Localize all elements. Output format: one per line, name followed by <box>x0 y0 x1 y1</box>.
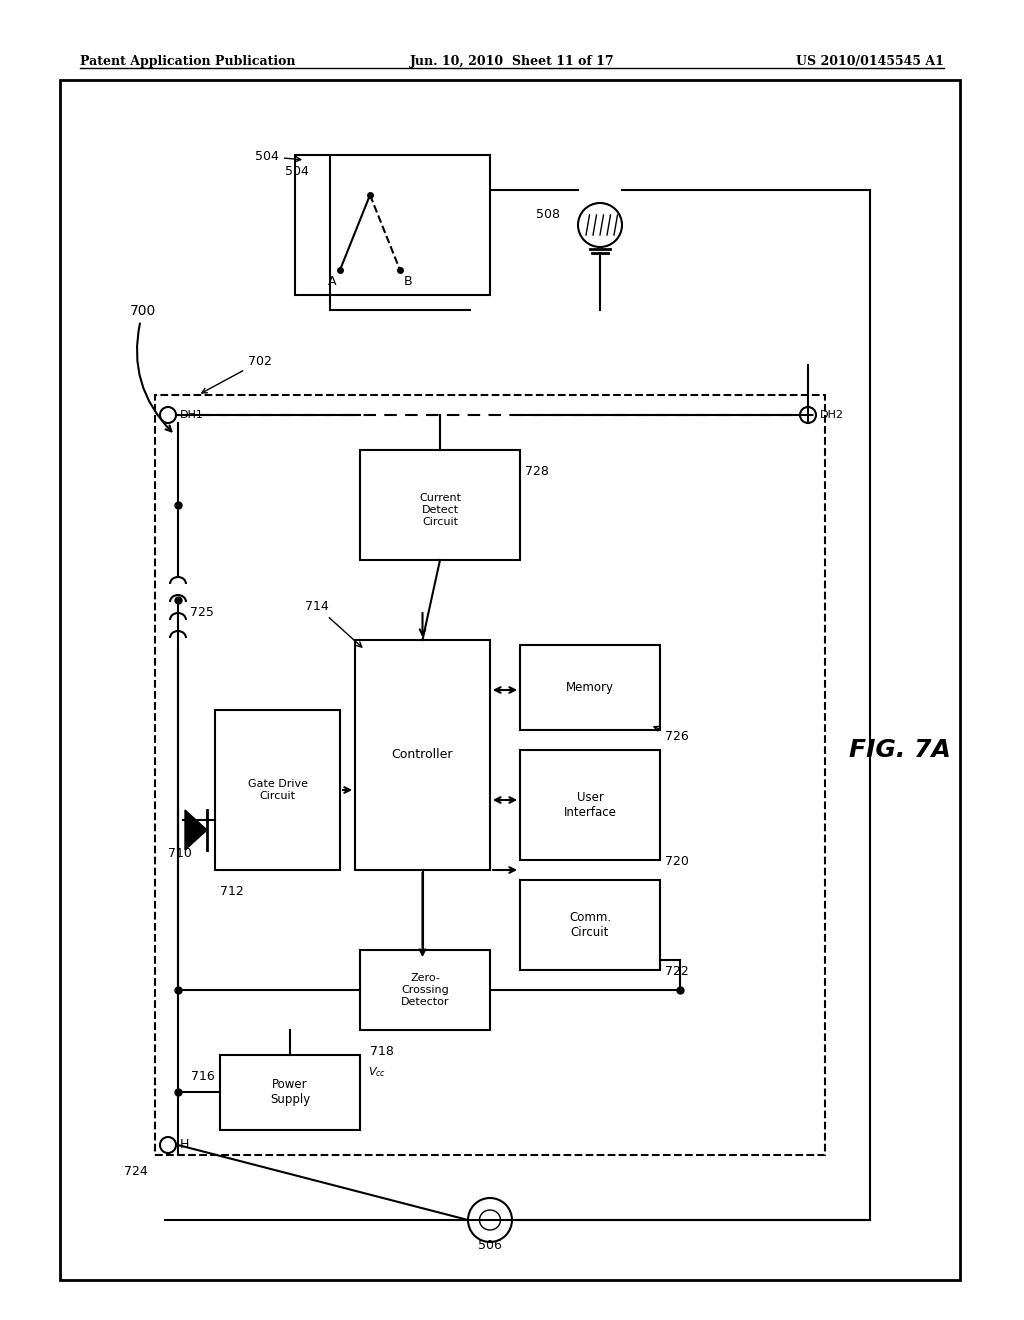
Text: 720: 720 <box>665 855 689 869</box>
Text: 504: 504 <box>285 165 309 178</box>
Text: DH1: DH1 <box>180 411 204 420</box>
Text: 722: 722 <box>665 965 689 978</box>
Text: B: B <box>404 275 413 288</box>
Text: Power
Supply: Power Supply <box>270 1078 310 1106</box>
Circle shape <box>578 203 622 247</box>
Text: 728: 728 <box>525 465 549 478</box>
Polygon shape <box>185 810 207 850</box>
Text: 724: 724 <box>124 1166 148 1177</box>
Text: 714: 714 <box>305 601 361 647</box>
Text: 718: 718 <box>370 1045 394 1059</box>
Text: Memory: Memory <box>566 681 614 694</box>
Text: 716: 716 <box>191 1071 215 1082</box>
Text: DH2: DH2 <box>820 411 844 420</box>
Text: Comm.
Circuit: Comm. Circuit <box>569 911 611 939</box>
Text: 700: 700 <box>130 304 171 432</box>
Text: 725: 725 <box>190 606 214 619</box>
Circle shape <box>468 1199 512 1242</box>
Bar <box>520 750 660 861</box>
Text: 504: 504 <box>255 150 301 162</box>
Text: Jun. 10, 2010  Sheet 11 of 17: Jun. 10, 2010 Sheet 11 of 17 <box>410 55 614 69</box>
Bar <box>155 395 825 1155</box>
Bar <box>520 880 660 970</box>
Text: Patent Application Publication: Patent Application Publication <box>80 55 296 69</box>
Text: 712: 712 <box>220 884 244 898</box>
Text: Zero-
Crossing
Detector: Zero- Crossing Detector <box>400 973 450 1007</box>
Text: H: H <box>180 1138 189 1151</box>
Text: A: A <box>328 275 337 288</box>
Bar <box>360 450 520 560</box>
Circle shape <box>160 1137 176 1152</box>
Text: $V_{cc}$: $V_{cc}$ <box>368 1065 386 1078</box>
Text: Gate Drive
Circuit: Gate Drive Circuit <box>248 779 307 801</box>
Text: 506: 506 <box>478 1239 502 1251</box>
Text: FIG. 7A: FIG. 7A <box>849 738 951 762</box>
Bar <box>520 645 660 730</box>
Bar <box>295 154 490 294</box>
Circle shape <box>800 407 816 422</box>
Bar <box>60 81 961 1280</box>
Text: 508: 508 <box>536 209 560 222</box>
Text: 710: 710 <box>168 847 191 861</box>
Text: Controller: Controller <box>392 748 454 762</box>
Bar <box>355 640 490 870</box>
Text: Current
Detect
Circuit: Current Detect Circuit <box>419 494 461 527</box>
Bar <box>220 1055 360 1130</box>
Text: User
Interface: User Interface <box>563 791 616 818</box>
Text: US 2010/0145545 A1: US 2010/0145545 A1 <box>796 55 944 69</box>
Text: 726: 726 <box>654 726 689 743</box>
Bar <box>215 710 340 870</box>
Text: 702: 702 <box>202 355 272 393</box>
Bar <box>360 950 490 1030</box>
Circle shape <box>160 407 176 422</box>
